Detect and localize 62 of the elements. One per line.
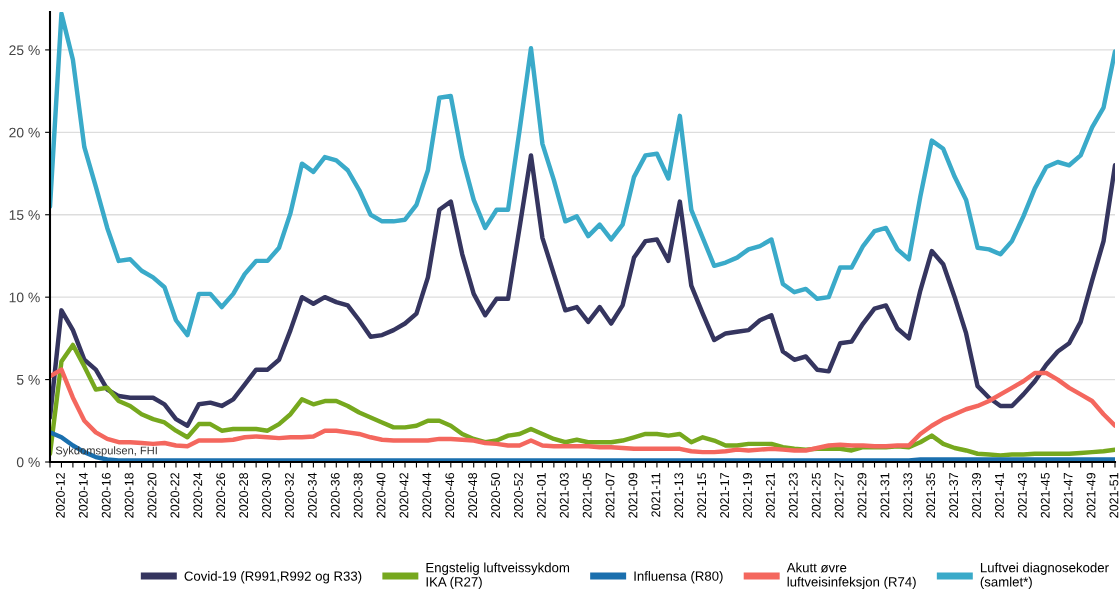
- x-tick-label: 2021-19: [743, 473, 752, 518]
- y-tick-label: 0 %: [16, 457, 40, 468]
- x-tick-label: 2021-35: [926, 472, 936, 518]
- y-tick-label: 15 %: [9, 210, 40, 220]
- x-tick-label: 2021-29: [857, 473, 867, 518]
- legend-label: Covid-19 (R991,R992 og R33): [184, 571, 362, 584]
- x-tick-label: 2021-15: [697, 472, 707, 518]
- x-tick-label: 2020-22: [170, 473, 180, 518]
- x-tick-label: 2020-14: [78, 472, 88, 518]
- legend-label: Luftvei diagnosekoder (samlet*): [980, 562, 1109, 590]
- line-series: [50, 12, 1115, 338]
- x-tick-label: 2020-40: [376, 472, 386, 518]
- x-tick-label: 2020-16: [101, 472, 111, 518]
- x-tick-label: 2020-28: [239, 472, 249, 518]
- x-tick-label: 2021-21: [765, 473, 775, 518]
- x-tick-label: 2020-32: [284, 473, 294, 518]
- legend-label: Engstelig luftveissykdom IKA (R27): [426, 562, 570, 590]
- y-tick-label: 10 %: [9, 292, 40, 303]
- x-tick-label: 2021-07: [605, 473, 615, 518]
- x-tick-label: 2020-18: [124, 472, 134, 518]
- x-tick-label: 2020-42: [399, 473, 409, 518]
- y-tick-label: 25 %: [9, 45, 40, 56]
- line-series: [50, 342, 1115, 458]
- x-tick-label: 2021-05: [582, 472, 592, 518]
- x-tick-label: 2021-13: [674, 472, 684, 518]
- x-tick-label: 2021-43: [1017, 472, 1027, 518]
- x-tick-label: 2020-48: [468, 472, 478, 518]
- x-tick-label: 2021-03: [559, 472, 569, 518]
- x-tick-label: 2021-23: [788, 472, 798, 518]
- x-tick-label: 2021-17: [720, 473, 729, 518]
- x-tick-label: 2020-46: [445, 472, 455, 518]
- x-tick-label: 2021-37: [949, 473, 959, 518]
- y-tick-label: 20 %: [9, 127, 40, 138]
- x-tick-label: 2020-34: [307, 472, 317, 518]
- x-tick-label: 2021-41: [994, 473, 1004, 518]
- x-tick-label: 2021-45: [1040, 472, 1050, 518]
- x-tick-label: 2021-47: [1063, 473, 1073, 518]
- x-tick-label: 2021-51: [1109, 473, 1119, 518]
- x-tick-label: 2021-39: [972, 473, 981, 518]
- x-tick-label: 2020-36: [330, 472, 340, 518]
- x-tick-label: 2021-33: [903, 472, 913, 518]
- x-tick-label: 2020-26: [216, 472, 226, 518]
- x-tick-label: 2021-11: [651, 473, 661, 517]
- x-tick-label: 2020-24: [193, 472, 203, 518]
- x-tick-label: 2021-01: [536, 473, 546, 518]
- x-tick-label: 2020-38: [353, 472, 363, 518]
- x-tick-label: 2020-20: [147, 472, 157, 518]
- x-tick-label: 2020-30: [262, 472, 271, 518]
- x-tick-label: 2020-12: [55, 473, 65, 518]
- x-tick-label: 2021-31: [880, 473, 890, 518]
- x-tick-label: 2021-25: [811, 472, 821, 518]
- x-tick-label: 2021-09: [628, 473, 638, 518]
- line-series: [50, 367, 1115, 455]
- legend-label: Akutt øvre luftveisinfeksjon (R74): [786, 562, 916, 590]
- x-tick-label: 2020-52: [514, 473, 523, 518]
- y-tick-label: 5 %: [16, 374, 40, 385]
- x-tick-label: 2020-44: [422, 472, 432, 518]
- x-tick-label: 2021-27: [834, 473, 844, 518]
- line-series: [50, 153, 1115, 428]
- legend-label: Influensa (R80): [634, 571, 723, 584]
- x-tick-label: 2020-50: [491, 472, 500, 518]
- x-tick-label: 2021-49: [1086, 473, 1096, 518]
